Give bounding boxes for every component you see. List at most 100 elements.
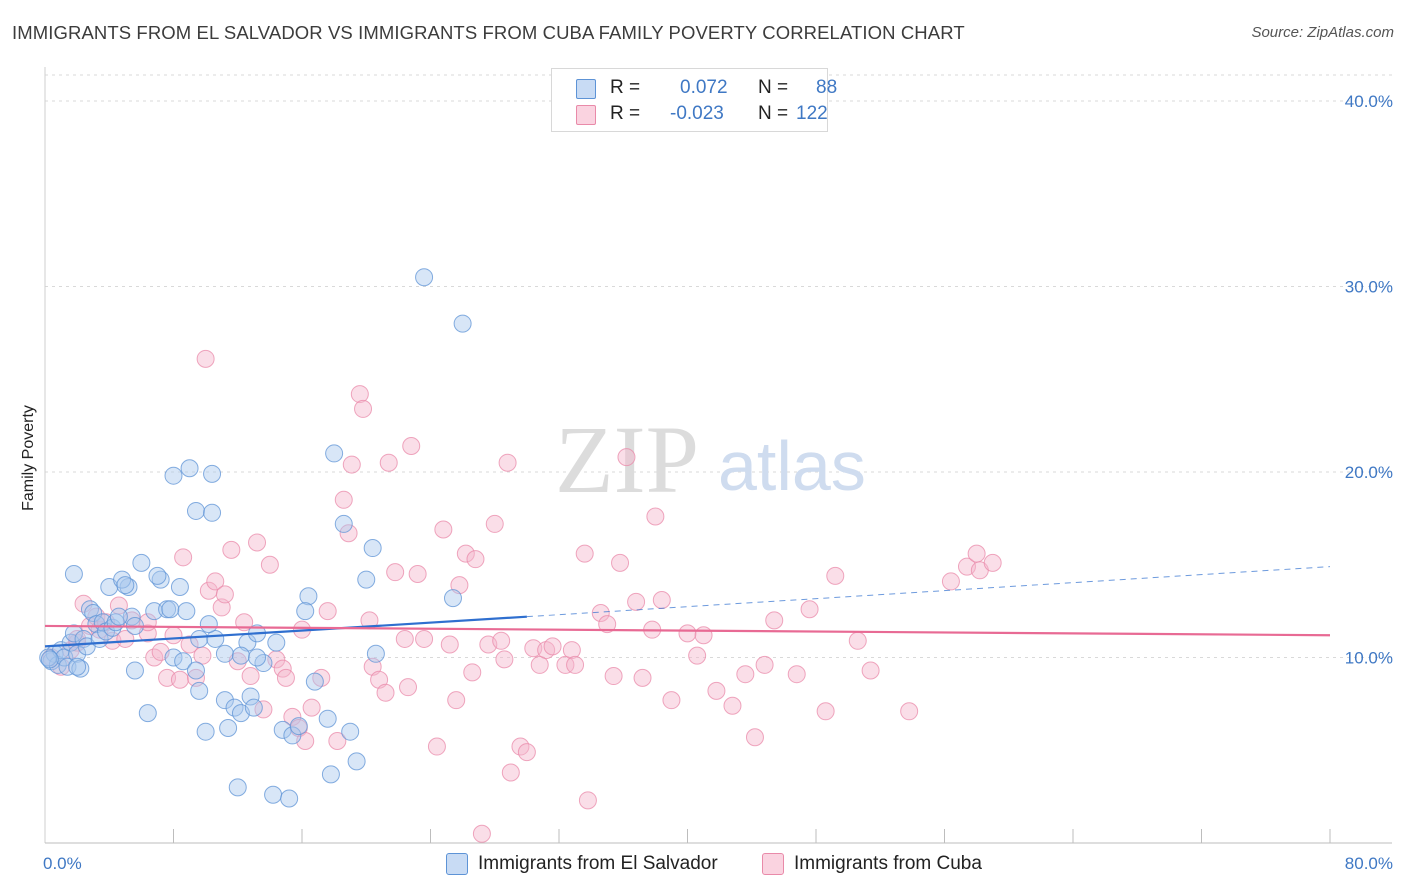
data-point	[219, 718, 238, 737]
data-point	[180, 459, 199, 478]
data-point	[408, 565, 427, 584]
data-point	[206, 572, 225, 591]
data-point	[64, 624, 83, 643]
grid-lines	[45, 74, 1392, 658]
watermark-atlas: atlas	[718, 427, 866, 505]
data-point	[688, 646, 707, 665]
trend-line-cuba	[44, 624, 1331, 637]
data-point	[363, 539, 382, 558]
data-point	[138, 704, 157, 723]
data-point	[350, 385, 369, 404]
data-point	[125, 661, 144, 680]
data-point	[366, 644, 385, 663]
bottom-legend-swatch-blue	[446, 853, 468, 875]
data-point	[289, 717, 308, 736]
data-point	[347, 752, 366, 771]
data-point	[248, 648, 267, 667]
data-point	[611, 553, 630, 572]
chart-title: IMMIGRANTS FROM EL SALVADOR VS IMMIGRANT…	[12, 22, 965, 43]
data-point	[723, 696, 742, 715]
data-point	[354, 399, 373, 418]
data-point	[652, 590, 671, 609]
data-point	[228, 778, 247, 797]
tick-labels: 10.0% 20.0% 30.0% 40.0% 0.0% 80.0%	[43, 92, 1393, 873]
data-point	[450, 576, 469, 595]
data-point	[196, 349, 215, 368]
data-point	[357, 570, 376, 589]
data-point	[800, 600, 819, 619]
data-point	[186, 501, 205, 520]
data-point	[341, 722, 360, 741]
data-point	[678, 624, 697, 643]
data-point	[434, 520, 453, 539]
series-cuba-points	[42, 349, 1002, 843]
data-point	[787, 665, 806, 684]
data-point	[617, 448, 636, 467]
data-point	[443, 589, 462, 608]
data-point	[339, 524, 358, 543]
data-point	[203, 503, 222, 522]
data-point	[575, 544, 594, 563]
data-point	[321, 765, 340, 784]
data-point	[164, 626, 183, 645]
data-point	[941, 572, 960, 591]
correlation-legend: R = 0.072 N = 88 R = -0.023 N = 122	[551, 68, 837, 132]
data-point	[517, 743, 536, 762]
data-point	[244, 698, 263, 717]
watermark: ZIP atlas	[555, 406, 866, 513]
data-point	[578, 791, 597, 810]
legend-r-label: R =	[610, 77, 641, 98]
data-point	[466, 550, 485, 569]
legend-n-value: 88	[816, 77, 838, 98]
data-point	[816, 702, 835, 721]
legend-r-label: R =	[610, 103, 641, 124]
y-axis-title: Family Poverty	[20, 405, 37, 511]
data-point	[334, 514, 353, 533]
data-point	[736, 665, 755, 684]
y-tick-label: 40.0%	[1345, 92, 1393, 111]
data-point	[113, 570, 132, 589]
data-point	[222, 540, 241, 559]
data-point	[190, 629, 209, 648]
data-point	[180, 635, 199, 654]
data-point	[148, 566, 167, 585]
data-point	[399, 678, 418, 697]
data-point	[453, 314, 472, 333]
data-point	[109, 607, 128, 626]
data-point	[318, 709, 337, 728]
data-point	[276, 668, 295, 687]
data-point	[318, 602, 337, 621]
data-point	[415, 268, 434, 287]
data-point	[440, 635, 459, 654]
data-point	[530, 655, 549, 674]
data-point	[646, 507, 665, 526]
data-point	[203, 464, 222, 483]
legend-swatch-pink	[576, 105, 596, 125]
data-point	[556, 655, 575, 674]
trend-lines	[44, 566, 1331, 648]
data-point	[199, 615, 218, 634]
axes	[44, 67, 1392, 844]
data-point	[177, 602, 196, 621]
legend-r-value: -0.023	[670, 103, 724, 124]
data-point	[241, 667, 260, 686]
data-point	[40, 650, 59, 669]
data-point	[164, 648, 183, 667]
legend-n-label: N =	[758, 77, 789, 98]
data-point	[848, 631, 867, 650]
data-point	[248, 533, 267, 552]
data-point	[264, 785, 283, 804]
data-point	[562, 641, 581, 660]
legend-n-label: N =	[758, 103, 789, 124]
data-point	[299, 587, 318, 606]
data-point	[231, 646, 250, 665]
data-point	[215, 644, 234, 663]
data-point	[543, 637, 562, 656]
data-point	[755, 655, 774, 674]
data-point	[498, 453, 517, 472]
trend-line-el-salvador	[44, 615, 527, 648]
data-point	[174, 548, 193, 567]
data-point	[116, 576, 135, 595]
data-point	[103, 618, 122, 637]
x-tick-label-max: 80.0%	[1345, 854, 1393, 873]
